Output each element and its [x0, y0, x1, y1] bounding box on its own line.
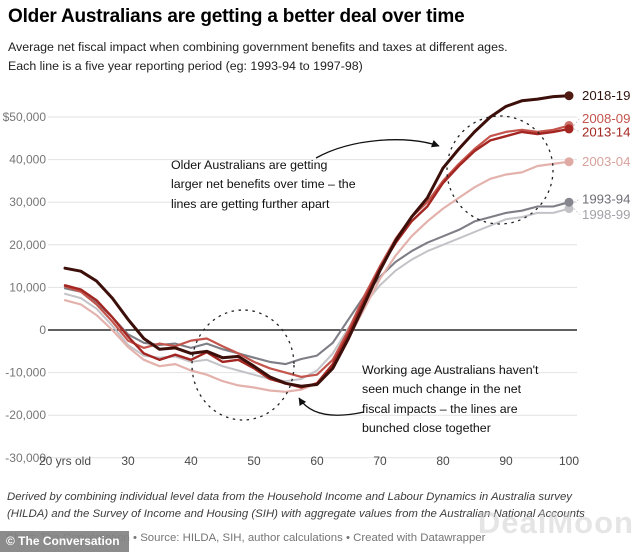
series-endpoint-dots — [564, 91, 574, 214]
x-tick-label: 50 — [247, 454, 261, 468]
series-line-2008-09 — [63, 124, 571, 378]
legend-label-1993-94: 1993-94 — [582, 192, 630, 207]
x-tick-label: 70 — [373, 454, 387, 468]
legend-label-2003-04: 2003-04 — [582, 154, 630, 169]
x-tick-label: 90 — [499, 454, 513, 468]
axis-labels: $50,000 40,000 30,000 20,000 10,000 0 -10,000 -… — [3, 110, 580, 468]
annotation-arrow-older — [315, 139, 440, 159]
highlight-circle-working-age — [191, 309, 295, 421]
endpoint-dot-2018-19 — [564, 91, 574, 101]
y-tick-label: -20,000 — [5, 408, 46, 422]
legend-leader-2013-14 — [573, 128, 580, 133]
y-tick-label: 0 — [39, 323, 46, 337]
y-tick-label: 10,000 — [9, 280, 46, 294]
y-tick-label: $50,000 — [3, 110, 47, 124]
conversation-badge: © The Conversation — [0, 531, 129, 552]
dealmoon-watermark: DealMoon — [477, 505, 634, 540]
chart-svg: $50,000 40,000 30,000 20,000 10,000 0 -10,000 -… — [3, 88, 631, 468]
x-tick-label: 100 — [559, 454, 579, 468]
series-line-1993-94 — [63, 201, 571, 366]
y-tick-label: -30,000 — [5, 451, 46, 465]
y-tick-label: -10,000 — [5, 366, 46, 380]
endpoint-dot-1993-94 — [564, 197, 574, 207]
y-tick-label: 40,000 — [9, 153, 46, 167]
legend-leader-1993-94 — [573, 198, 580, 203]
chart-subtitle: Average net fiscal impact when combining… — [8, 40, 508, 73]
page-title: Older Australians are getting a better d… — [8, 6, 465, 27]
annotation-working-age: Working age Australians haven't seen muc… — [362, 363, 539, 436]
legend-leader-1998-99 — [573, 208, 580, 215]
x-tick-label: 80 — [436, 454, 450, 468]
x-tick-label: 60 — [310, 454, 324, 468]
legend-label-1998-99: 1998-99 — [582, 207, 630, 222]
x-tick-label: 30 — [121, 454, 135, 468]
endpoint-dot-2003-04 — [564, 157, 574, 167]
endpoint-dot-1998-99 — [564, 204, 574, 214]
legend-label-2013-14: 2013-14 — [582, 124, 630, 139]
x-tick-label: 20 yrs old — [39, 454, 91, 468]
x-tick-label: 40 — [184, 454, 198, 468]
endpoint-dot-2013-14 — [564, 124, 574, 134]
series-line-2018-19 — [63, 94, 571, 388]
y-tick-label: 20,000 — [9, 238, 46, 252]
y-tick-label: 30,000 — [9, 195, 46, 209]
annotation-arrow-working-age — [298, 397, 365, 416]
highlight-circle-older — [446, 115, 554, 225]
legend-label-2018-19: 2018-19 — [582, 88, 630, 103]
annotation-older-australians: Older Australians are getting larger net… — [171, 158, 356, 211]
legend-leader-2008-09 — [573, 118, 580, 126]
series-lines — [63, 94, 571, 393]
legend-label-2008-09: 2008-09 — [582, 111, 630, 126]
methodology-note: Derived by combining individual level da… — [7, 491, 585, 520]
